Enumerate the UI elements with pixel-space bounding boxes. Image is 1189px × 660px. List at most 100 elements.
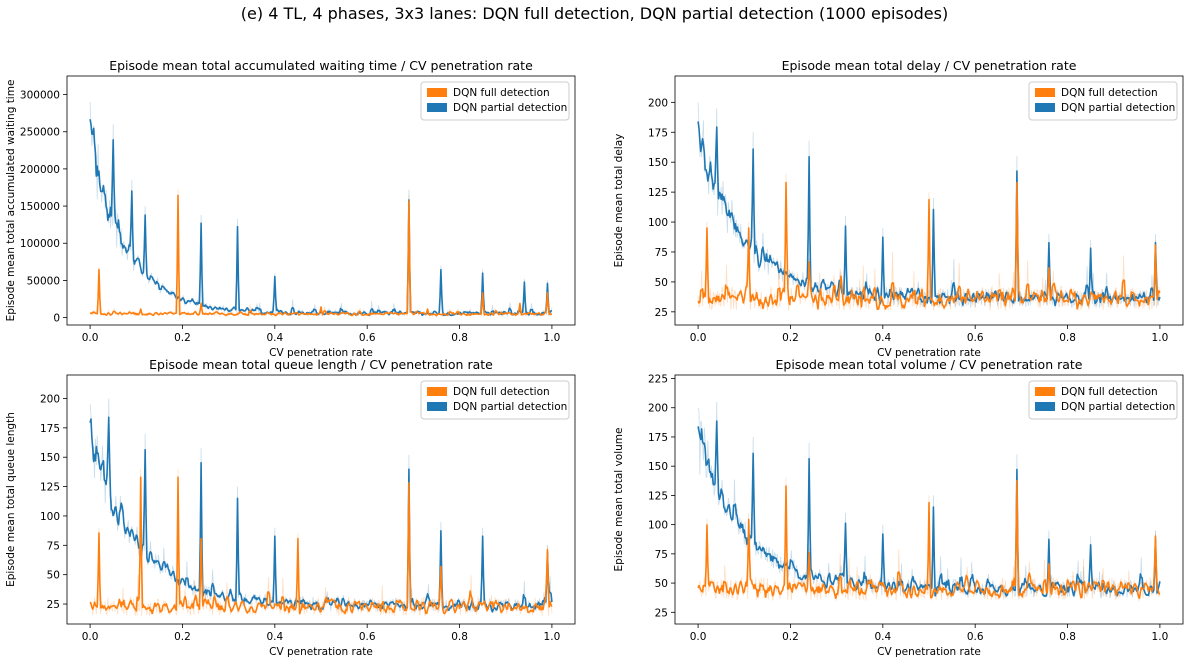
x-tick-label: 0.8: [451, 631, 468, 643]
y-tick-label: 50: [655, 277, 668, 289]
legend-swatch-full: [1035, 88, 1055, 97]
legend-box: [420, 81, 570, 121]
y-tick-label: 100: [648, 217, 668, 229]
legend: DQN full detection DQN partial detection: [420, 81, 570, 121]
legend-swatch-partial: [427, 402, 447, 411]
panel-title: Episode mean total queue length / CV pen…: [149, 357, 493, 372]
axes-frame: [674, 374, 1184, 625]
legend: DQN full detection DQN partial detection: [1028, 380, 1178, 420]
x-tick-label: 0.8: [451, 332, 468, 344]
legend-swatch-full: [1035, 387, 1055, 396]
y-axis-label: Episode mean total delay: [613, 134, 625, 268]
legend-label-partial: DQN partial detection: [453, 102, 567, 114]
y-tick-label: 175: [648, 432, 668, 444]
y-tick-label: 100: [648, 520, 668, 532]
series-line-full: [697, 181, 1161, 311]
y-tick-label: 0: [53, 313, 60, 325]
y-tick-label: 150: [648, 157, 668, 169]
y-tick-label: 225: [648, 374, 668, 386]
y-tick-label: 125: [40, 482, 60, 494]
legend-swatch-full: [427, 88, 447, 97]
x-axis-label: CV penetration rate: [269, 646, 373, 658]
axes-frame: [66, 374, 576, 625]
x-tick-label: 0.6: [359, 332, 376, 344]
x-tick-label: 0.0: [690, 332, 707, 344]
plot-area: 0.0 0.2 0.4 0.6 0.8 1.0 0 50000 100000 150000 2000…: [20, 75, 576, 344]
x-tick-label: 0.4: [266, 332, 283, 344]
x-tick-label: 0.0: [82, 332, 99, 344]
x-tick-label: 0.4: [266, 631, 283, 643]
y-tick-label: 25: [655, 307, 668, 319]
series-line-partial: [89, 119, 552, 317]
plot-area: 0.0 0.2 0.4 0.6 0.8 1.0 25 50 75 100 125 150 175 200: [648, 75, 1184, 344]
y-tick-label: 150: [40, 452, 60, 464]
y-tick-label: 300000: [20, 90, 60, 102]
plot-area: 0.0 0.2 0.4 0.6 0.8 1.0 25 50 75 100 125 150 175 200: [40, 374, 576, 643]
panel-title: Episode mean total delay / CV penetratio…: [782, 58, 1077, 73]
legend: DQN full detection DQN partial detection: [1028, 81, 1178, 121]
x-tick-label: 0.2: [782, 631, 799, 643]
x-tick-label: 0.4: [874, 631, 891, 643]
series-line-partial: [697, 420, 1161, 598]
series-group: [697, 401, 1161, 602]
legend-label-full: DQN full detection: [453, 87, 550, 99]
axes-frame: [66, 75, 576, 326]
legend-swatch-full: [427, 387, 447, 396]
x-tick-label: 0.6: [359, 631, 376, 643]
y-tick-label: 50000: [27, 275, 60, 287]
y-tick-label: 175: [648, 127, 668, 139]
x-tick-label: 0.2: [782, 332, 799, 344]
series-line-partial: [89, 416, 553, 613]
series-line-partial-raw: [89, 398, 552, 613]
y-tick-label: 250000: [20, 127, 60, 139]
series-line-full: [697, 479, 1161, 600]
x-tick-label: 0.0: [690, 631, 707, 643]
legend-swatch-partial: [1035, 402, 1055, 411]
y-axis-label: Episode mean total volume: [613, 428, 625, 572]
y-tick-label: 150000: [20, 201, 60, 213]
axes-frame: [674, 75, 1184, 326]
x-tick-label: 0.2: [174, 332, 191, 344]
y-tick-label: 75: [47, 540, 60, 552]
y-tick-label: 200: [648, 97, 668, 109]
legend-swatch-partial: [427, 103, 447, 112]
legend: DQN full detection DQN partial detection: [420, 380, 570, 420]
y-tick-label: 50: [47, 570, 60, 582]
x-tick-label: 0.8: [1059, 631, 1076, 643]
series-line-full: [89, 476, 553, 615]
figure-suptitle: (e) 4 TL, 4 phases, 3x3 lanes: DQN full …: [241, 4, 948, 23]
legend-box: [1028, 380, 1178, 420]
x-tick-label: 0.8: [1059, 332, 1076, 344]
x-axis-label: CV penetration rate: [877, 347, 981, 359]
legend-swatch-partial: [1035, 103, 1055, 112]
legend-label-full: DQN full detection: [1061, 87, 1158, 99]
series-group: [697, 102, 1161, 312]
series-group: [89, 101, 553, 318]
x-tick-label: 1.0: [544, 332, 561, 344]
x-tick-label: 0.6: [967, 332, 984, 344]
panel-title: Episode mean total volume / CV penetrati…: [775, 357, 1082, 372]
series-line-full: [89, 194, 553, 317]
y-axis-label: Episode mean total queue length: [5, 412, 17, 587]
legend-label-full: DQN full detection: [453, 386, 550, 398]
legend-label-partial: DQN partial detection: [453, 401, 567, 413]
y-tick-label: 200: [40, 393, 60, 405]
y-tick-label: 75: [655, 247, 668, 259]
legend-label-partial: DQN partial detection: [1061, 401, 1175, 413]
y-tick-label: 100000: [20, 238, 60, 250]
y-tick-label: 25: [47, 599, 60, 611]
y-tick-label: 75: [655, 549, 668, 561]
plot-area: 0.0 0.2 0.4 0.6 0.8 1.0 25 50 75 100 125 150 175 200 2…: [648, 374, 1184, 643]
x-tick-label: 0.0: [82, 631, 99, 643]
panel-title: Episode mean total accumulated waiting t…: [109, 58, 533, 73]
y-tick-label: 125: [648, 187, 668, 199]
x-tick-label: 0.6: [967, 631, 984, 643]
x-tick-label: 0.4: [874, 332, 891, 344]
y-tick-label: 100: [40, 511, 60, 523]
y-tick-label: 175: [40, 423, 60, 435]
series-group: [89, 398, 553, 618]
legend-label-partial: DQN partial detection: [1061, 102, 1175, 114]
y-tick-label: 150: [648, 461, 668, 473]
panel-delay: Episode mean total delay / CV penetratio…: [613, 58, 1184, 359]
y-tick-label: 25: [655, 607, 668, 619]
